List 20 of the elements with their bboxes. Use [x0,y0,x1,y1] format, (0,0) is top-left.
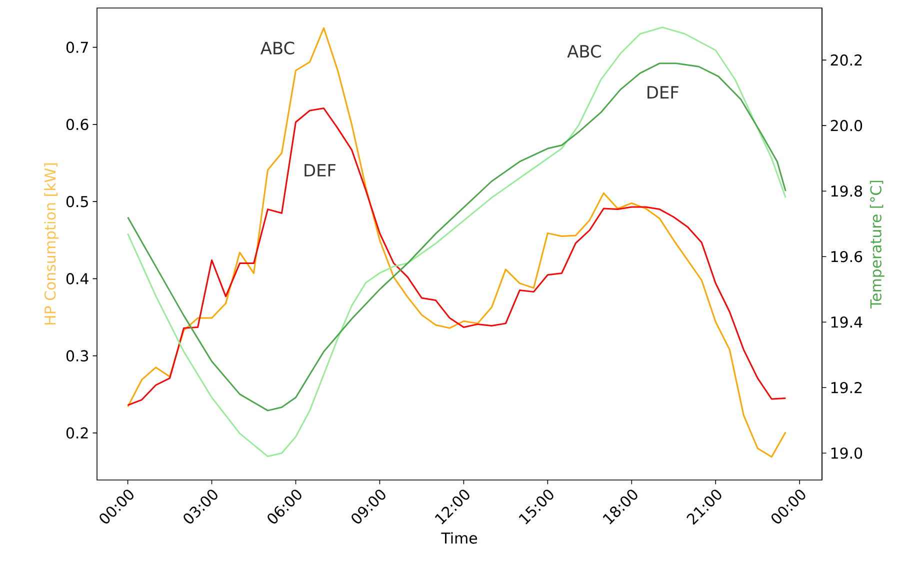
y-axis-title: HP Consumption [kW] [44,163,59,324]
y-tick-label: 0.5 [66,196,88,208]
y2-tick-label: 19.4 [831,316,862,328]
y-tick-label: 0.3 [66,350,88,362]
x-axis-title: Time [441,532,477,544]
series-label: DEF [648,86,678,99]
y2-tick-label: 20.2 [830,54,862,66]
series-label: ABC [260,42,294,54]
y2-tick-label: 19.2 [831,382,862,394]
y-tick-label: 0.7 [66,42,88,53]
y-tick-label: 0.6 [66,118,88,130]
y2-tick-label: 19.6 [831,250,862,262]
series-label: DEF [304,164,336,176]
y2-tick-label: 19.0 [831,447,862,459]
y-tick-label: 0.2 [66,427,88,439]
series-label: ABC [567,44,601,58]
y2-tick-label: 19.8 [831,185,862,197]
y2-axis-title: Temperature [°C] [870,180,884,309]
y-tick-label: 0.4 [66,273,88,284]
y2-tick-label: 20.0 [830,120,862,132]
